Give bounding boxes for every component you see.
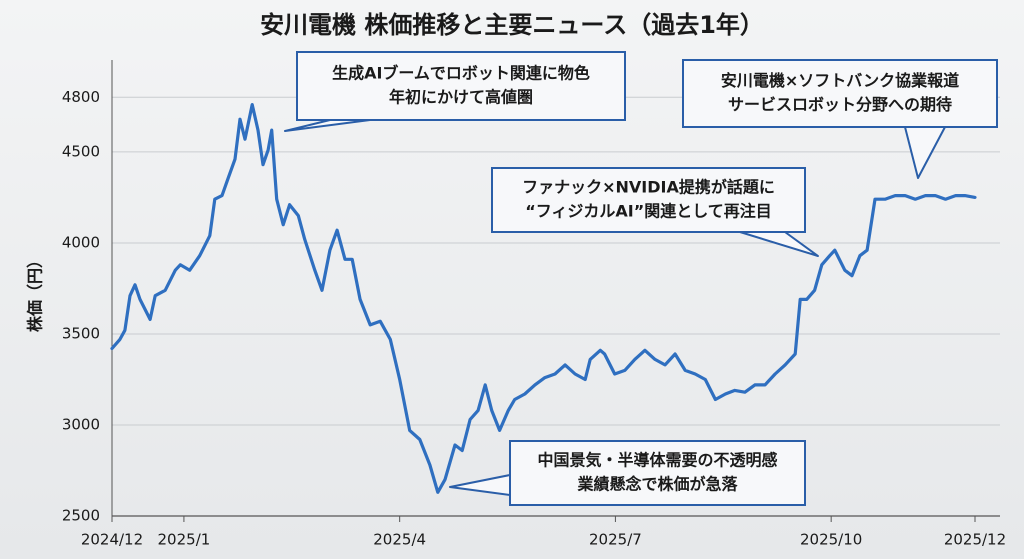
y-tick-label: 4000 (62, 233, 100, 251)
x-tick-label: 2025/1 (158, 531, 211, 549)
y-tick-label: 2500 (62, 507, 100, 525)
x-tick-label: 2025/7 (589, 531, 642, 549)
annotation-text: ファナック×NVIDIA提携が話題に (522, 178, 775, 197)
x-tick-label: 2024/12 (81, 531, 143, 549)
x-tick-label: 2025/10 (800, 531, 862, 549)
annotation-text: 年初にかけて高値圏 (389, 88, 533, 107)
annotation-text: “フィジカルAI”関連として再注目 (525, 202, 772, 221)
price-line (110, 103, 977, 494)
annotation-box (509, 440, 806, 506)
annotation-text: 業績懸念で株価が急落 (576, 475, 738, 494)
annotation-text: サービスロボット分野への期待 (728, 95, 952, 114)
annotation-text: 安川電機×ソフトバンク協業報道 (721, 71, 959, 90)
annotation-text: 生成AIブームでロボット関連に物色 (332, 64, 590, 83)
chart-title: 安川電機 株価推移と主要ニュース（過去1年） (260, 11, 764, 39)
annotation-box (682, 59, 998, 128)
x-tick-label: 2025/12 (944, 531, 1006, 549)
annotation-box (296, 51, 626, 121)
annotation-text: 中国景気・半導体需要の不透明感 (537, 451, 777, 470)
y-tick-label: 4500 (62, 142, 100, 160)
annotation-box (491, 167, 806, 233)
y-tick-label: 3000 (62, 415, 100, 433)
y-axis-label: 株価（円） (26, 252, 45, 332)
x-tick-label: 2025/4 (373, 531, 426, 549)
y-tick-label: 3500 (62, 324, 100, 342)
y-tick-label: 4800 (62, 88, 100, 106)
